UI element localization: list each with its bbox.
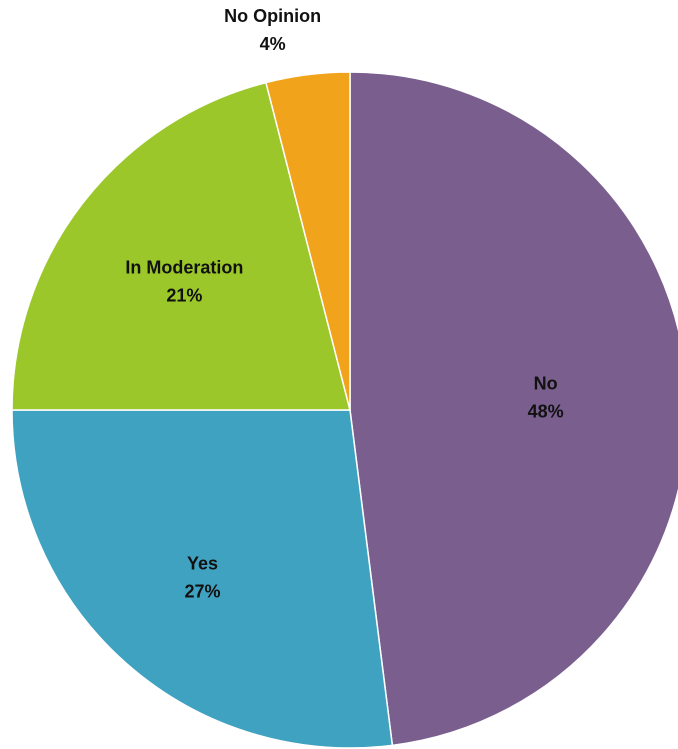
pie-slice-no [349, 71, 678, 747]
pie-slice-in-moderation [11, 81, 351, 411]
pie-label-no-opinion-name: No Opinion [224, 6, 321, 26]
pie-label-yes-percent: 27% [184, 581, 220, 601]
pie-label-yes-name: Yes [187, 553, 218, 573]
pie-label-in-moderation-percent: 21% [166, 286, 202, 306]
pie-labels: No 48% Yes 27% In Moderation 21% No Opinion 4% [125, 6, 563, 601]
pie-slices [11, 71, 678, 749]
pie-slice-no-opinion [265, 71, 351, 411]
pie-label-no-percent: 48% [528, 402, 564, 422]
pie-label-no-opinion-percent: 4% [260, 34, 286, 54]
pie-label-no-name: No [534, 374, 558, 394]
pie-slice-yes [11, 409, 394, 749]
pie-label-in-moderation-name: In Moderation [125, 258, 243, 278]
